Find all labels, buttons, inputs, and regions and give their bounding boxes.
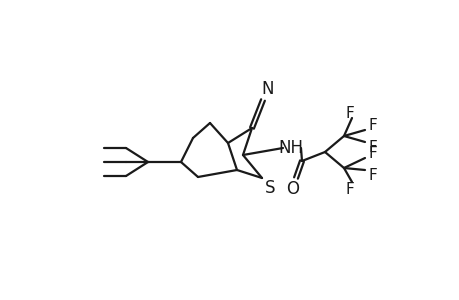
Text: F: F — [368, 118, 376, 133]
Text: O: O — [286, 180, 299, 198]
Text: S: S — [264, 179, 274, 197]
Text: F: F — [368, 146, 376, 160]
Text: F: F — [368, 140, 376, 154]
Text: F: F — [345, 182, 353, 197]
Text: F: F — [345, 106, 353, 121]
Text: N: N — [261, 80, 274, 98]
Text: NH: NH — [278, 139, 303, 157]
Text: F: F — [368, 167, 376, 182]
